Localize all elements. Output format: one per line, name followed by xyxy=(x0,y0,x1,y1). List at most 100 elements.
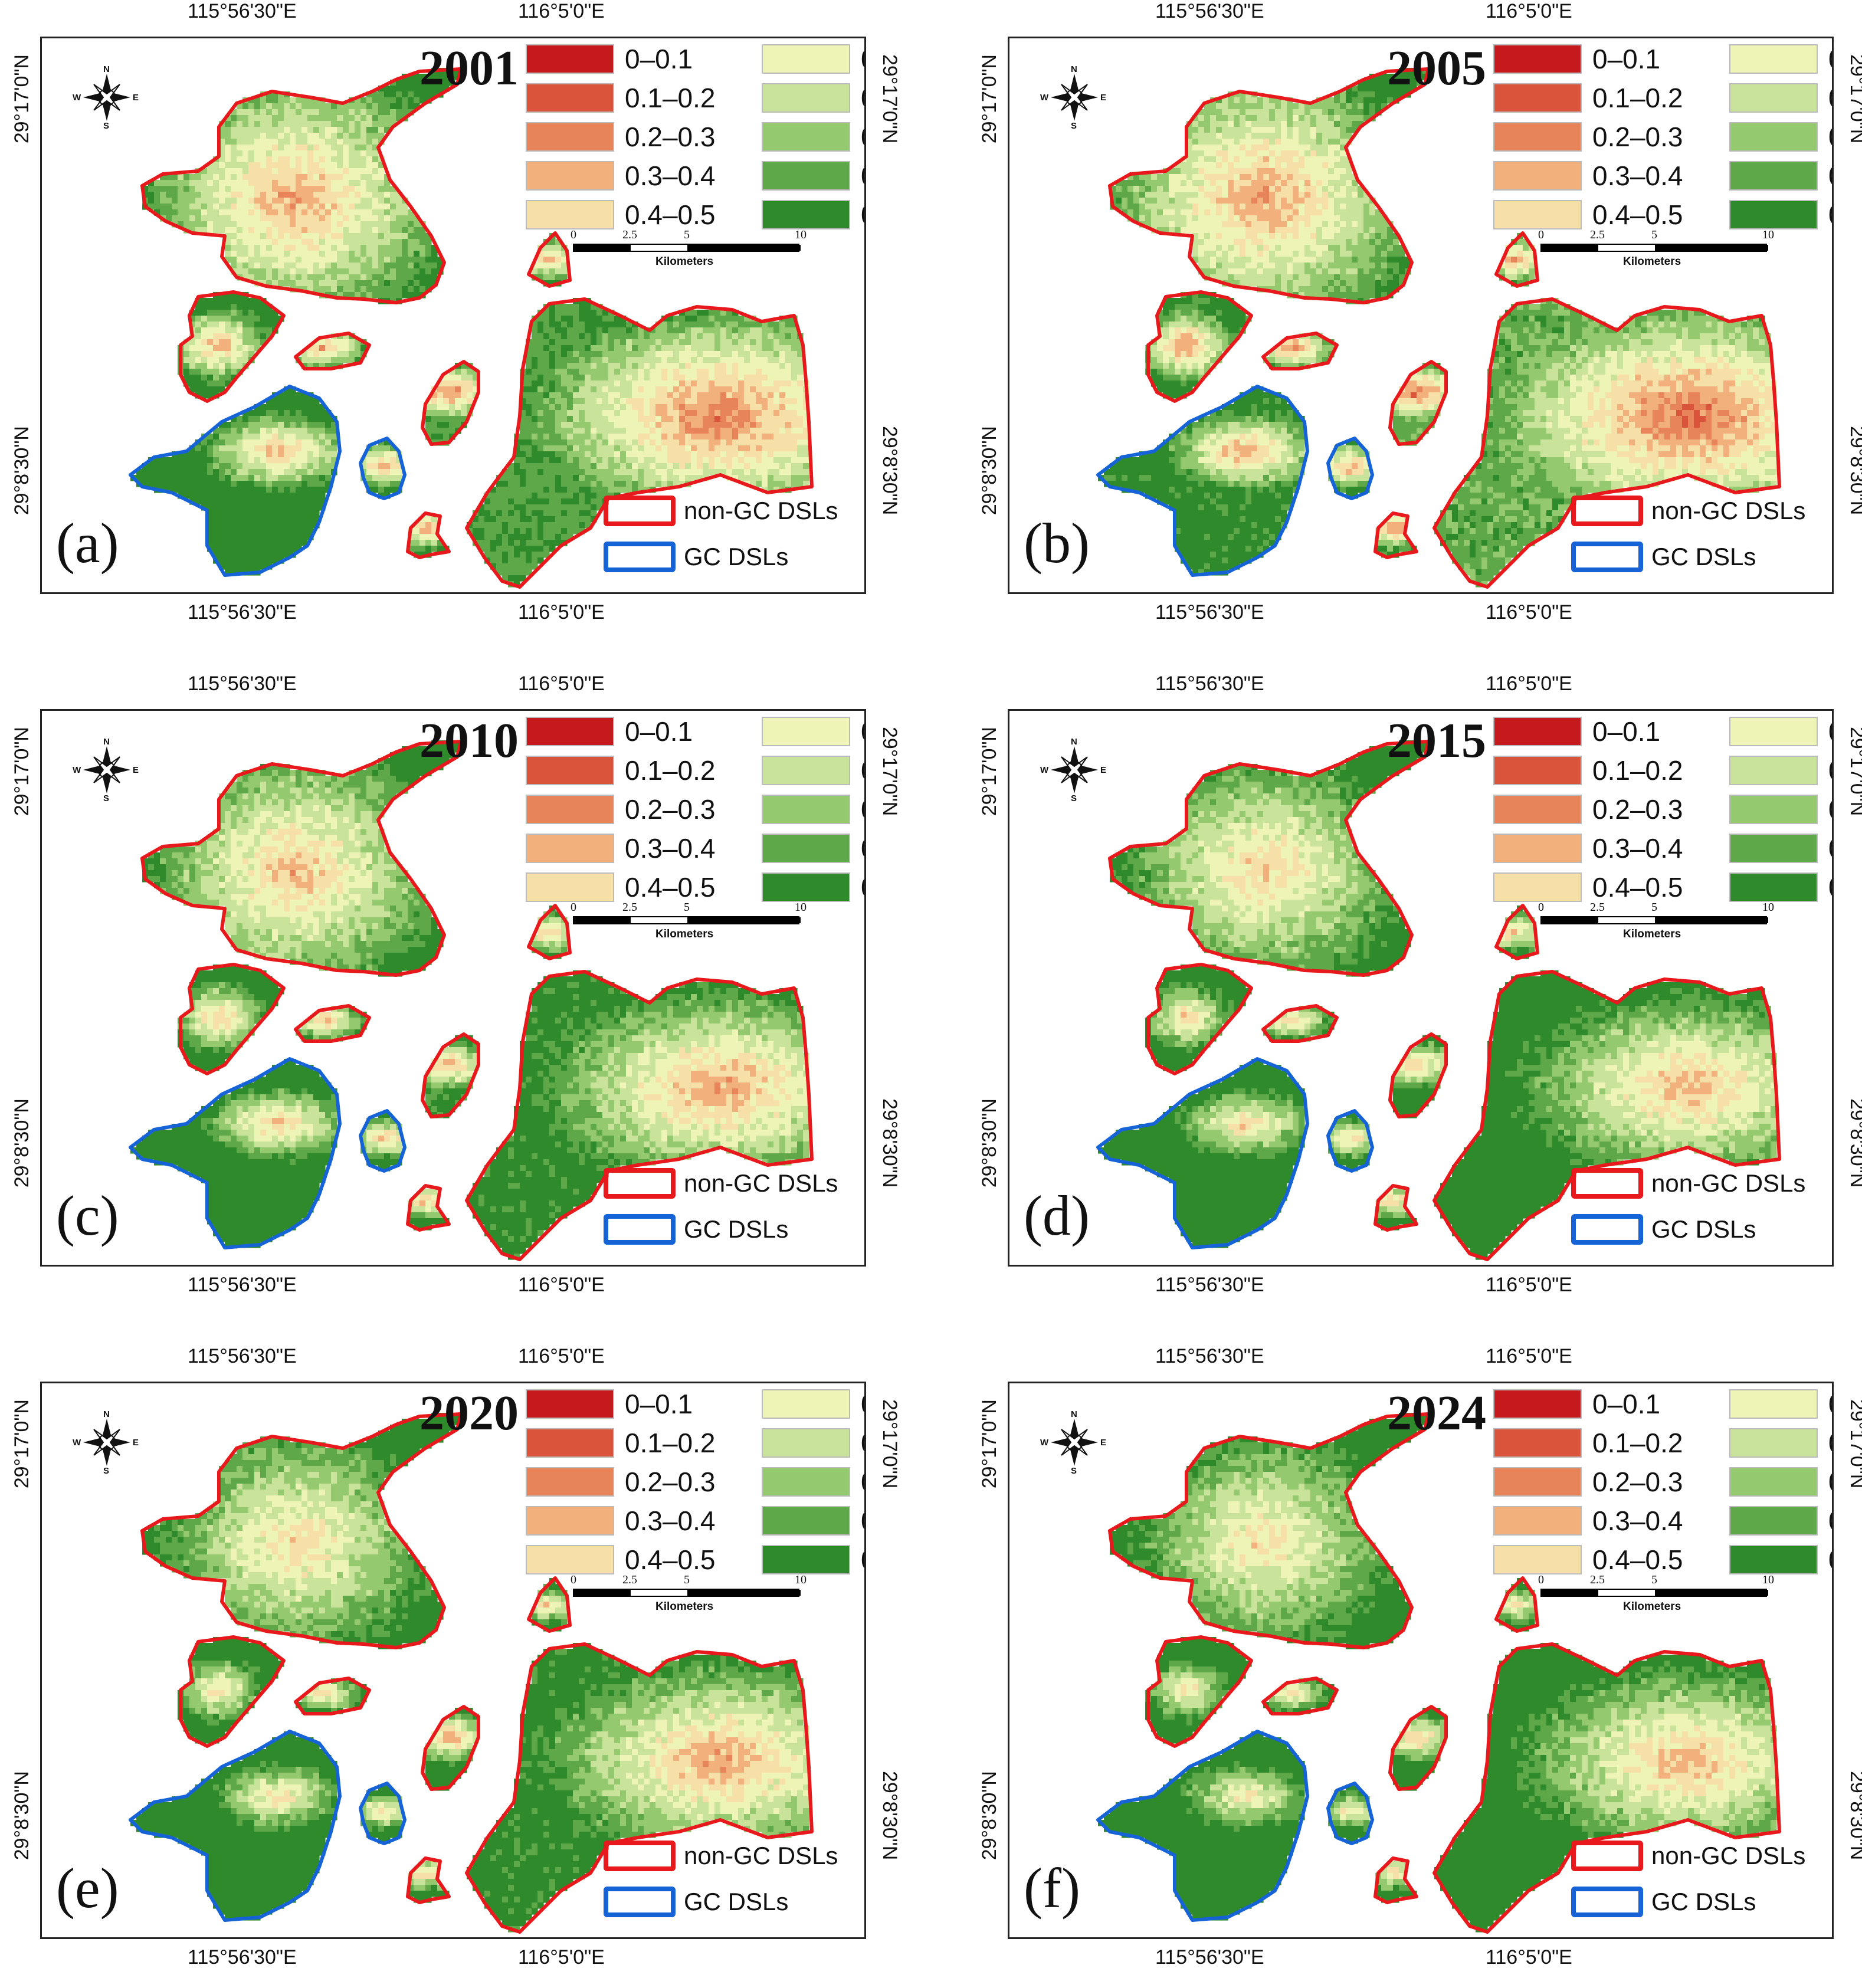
panel-year: 2024 xyxy=(1387,1385,1486,1442)
legend-swatch xyxy=(1729,834,1818,863)
legend-class-label: 0.9–1.0 xyxy=(861,199,866,231)
scale-tick-label: 2.5 xyxy=(622,228,637,242)
lon-label-top-a: 115°56'30"E xyxy=(188,1345,297,1368)
raster-north-lobe xyxy=(1110,740,1429,977)
legend-class-label: 0.9–1.0 xyxy=(1828,871,1834,903)
scale-segment xyxy=(687,245,801,251)
legend-class-label: 0.2–0.3 xyxy=(1592,121,1683,153)
legend-swatch xyxy=(526,44,614,74)
legend-swatch xyxy=(1493,1428,1582,1458)
compass-w-label: W xyxy=(1040,1438,1048,1448)
scale-tick-label: 5 xyxy=(1651,1573,1657,1587)
compass-w-label: W xyxy=(1040,765,1048,775)
legend-class-label: 0.2–0.3 xyxy=(625,793,715,825)
legend-swatch xyxy=(762,44,850,74)
legend-swatch xyxy=(1729,1545,1818,1574)
lat-label-right-b: 29°8'30"N xyxy=(878,1771,901,1860)
legend-swatch xyxy=(762,1428,850,1458)
lon-label-top-b: 116°5'0"E xyxy=(1486,1345,1572,1368)
lon-label-top-b: 116°5'0"E xyxy=(518,0,605,23)
legend-swatch xyxy=(526,161,614,191)
legend-swatch xyxy=(1729,122,1818,152)
north-arrow-compass xyxy=(1051,74,1098,121)
scale-tick-label: 2.5 xyxy=(1590,901,1605,914)
legend-swatch xyxy=(526,1506,614,1536)
legend-class-label: 0.8–0.9 xyxy=(861,160,866,192)
legend-swatch xyxy=(1729,161,1818,191)
raster-center-island xyxy=(425,1035,479,1118)
raster-north-lobe xyxy=(1110,1413,1429,1649)
legend-class-label: 0.1–0.2 xyxy=(1592,754,1683,786)
lat-label-left-b: 29°8'30"N xyxy=(978,1098,1001,1187)
legend-class-label: 0.7–0.8 xyxy=(1828,793,1834,825)
scale-tick-label: 5 xyxy=(1651,228,1657,242)
legend-swatch xyxy=(1493,161,1582,191)
legend-class-label: 0.3–0.4 xyxy=(625,832,715,864)
lon-label-bottom-a: 115°56'30"E xyxy=(1155,1946,1264,1969)
scale-tick-label: 0 xyxy=(571,228,576,242)
scale-tick-label: 10 xyxy=(1762,1573,1774,1587)
legend-swatch xyxy=(762,161,850,191)
legend-swatch xyxy=(526,834,614,863)
legend-class-label: 0.4–0.5 xyxy=(625,199,715,231)
scale-tick-label: 0 xyxy=(571,1573,576,1587)
scale-unit-label: Kilometers xyxy=(655,928,713,941)
legend-class-label: 0.5–0.6 xyxy=(861,1388,866,1420)
legend-swatch xyxy=(526,795,614,824)
panel-label: (c) xyxy=(56,1183,119,1248)
scale-tick-label: 5 xyxy=(684,1573,690,1587)
scale-unit-label: Kilometers xyxy=(655,1600,713,1613)
non-gc-boundary-swatch xyxy=(604,496,676,526)
lon-label-top-a: 115°56'30"E xyxy=(1155,672,1264,696)
gc-boundary-swatch xyxy=(604,1887,676,1917)
non-gc-boundary-swatch xyxy=(604,1841,676,1871)
lon-label-top-b: 116°5'0"E xyxy=(1486,0,1572,23)
legend-swatch xyxy=(762,1506,850,1536)
lat-label-left-b: 29°8'30"N xyxy=(11,1098,34,1187)
compass-e-label: E xyxy=(1100,93,1106,103)
compass-w-label: W xyxy=(73,93,81,103)
legend-class-label: 0.6–0.7 xyxy=(1828,754,1834,786)
boundary-legend-label: GC DSLs xyxy=(1651,543,1756,571)
compass-n-label: N xyxy=(1071,737,1077,747)
lat-label-right-b: 29°8'30"N xyxy=(878,426,901,515)
compass-e-label: E xyxy=(133,93,139,103)
legend-swatch xyxy=(526,1428,614,1458)
scale-bar xyxy=(1540,916,1767,924)
panel-year: 2010 xyxy=(419,712,519,769)
scale-tick-label: 5 xyxy=(684,901,690,914)
legend-class-label: 0.8–0.9 xyxy=(1828,1505,1834,1537)
legend-class-label: 0.9–1.0 xyxy=(1828,199,1834,231)
lat-label-left-b: 29°8'30"N xyxy=(11,426,34,515)
compass-n-label: N xyxy=(103,737,110,747)
gc-boundary-swatch xyxy=(604,1214,676,1245)
lon-label-top-b: 116°5'0"E xyxy=(518,672,605,696)
compass-n-label: N xyxy=(1071,1409,1077,1419)
lat-label-left-a: 29°17'0"N xyxy=(978,54,1001,143)
scale-segment xyxy=(687,917,801,923)
lon-label-bottom-b: 116°5'0"E xyxy=(518,1274,605,1297)
lat-label-right-a: 29°17'0"N xyxy=(878,727,901,816)
legend-swatch xyxy=(1493,834,1582,863)
scale-segment xyxy=(574,1590,631,1596)
lon-label-bottom-a: 115°56'30"E xyxy=(1155,601,1264,624)
scale-segment xyxy=(1598,917,1655,923)
boundary-legend-label: non-GC DSLs xyxy=(1651,497,1805,525)
lat-label-right-a: 29°17'0"N xyxy=(1845,727,1862,816)
scale-tick-label: 10 xyxy=(795,228,807,242)
scale-tick-label: 10 xyxy=(795,1573,807,1587)
legend-swatch xyxy=(526,872,614,902)
lat-label-left-b: 29°8'30"N xyxy=(978,1771,1001,1860)
raster-center-island xyxy=(1393,1708,1447,1791)
lon-label-bottom-b: 116°5'0"E xyxy=(518,601,605,624)
scale-bar xyxy=(573,1589,799,1597)
legend-swatch xyxy=(526,1467,614,1497)
panel-label: (b) xyxy=(1024,510,1090,576)
lat-label-left-a: 29°17'0"N xyxy=(978,727,1001,816)
scale-segment xyxy=(631,1590,687,1596)
gc-boundary-swatch xyxy=(604,542,676,572)
legend-swatch xyxy=(1729,717,1818,746)
